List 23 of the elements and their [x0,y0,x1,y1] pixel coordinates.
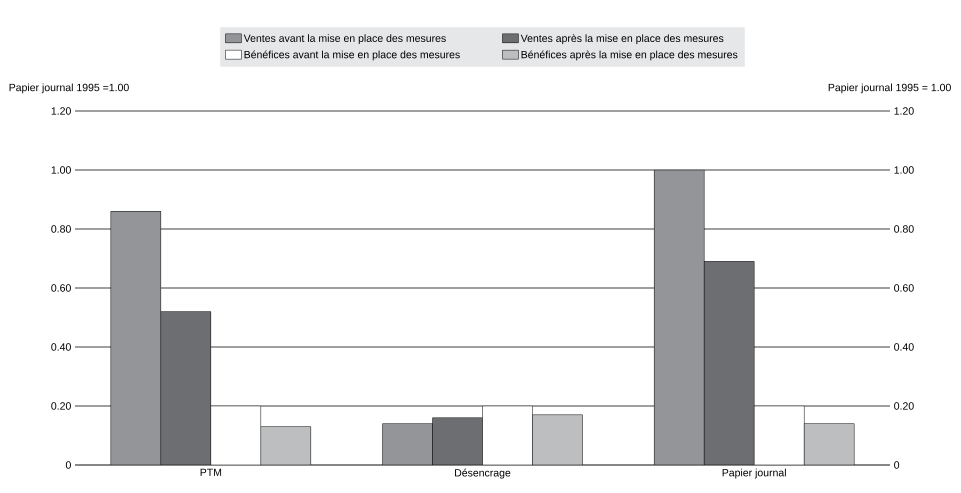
y-tick-label: 1.20 [52,107,71,115]
x-tick-label: PTM [200,468,222,476]
y2-tick-label: 0.40 [894,343,914,351]
legend-label: Bénéfices avant la mise en place des mesures [244,50,460,60]
x-tick-label: Désencrage [455,468,510,479]
y2-tick-label: 1.00 [894,166,914,174]
y-axis-title: Papier journal 1995 =1.00 [10,84,129,94]
y-tick-label: 0 [66,461,71,469]
y2-tick-label: 0.20 [894,402,914,410]
y-tick-label: 0.80 [51,225,71,233]
y2-axis-title: Papier journal 1995 = 1.00 [828,84,951,94]
y2-tick-label: 1.20 [894,107,914,115]
y-tick-label: 0.60 [51,284,71,292]
legend-label: Ventes avant la mise en place des mesures [244,34,446,44]
y2-tick-label: 0.80 [894,225,914,233]
x-tick-label: Papier journal [722,468,786,478]
y-tick-label: 0.40 [51,343,71,351]
legend-label: Bénéfices après la mise en place des mesures [522,50,738,60]
legend-label: Ventes après la mise en place des mesures [520,34,724,44]
y-tick-label: 1.00 [52,166,71,174]
y2-tick-label: 0 [894,461,900,469]
y-tick-label: 0.20 [51,402,71,410]
y2-tick-label: 0.60 [894,284,914,292]
